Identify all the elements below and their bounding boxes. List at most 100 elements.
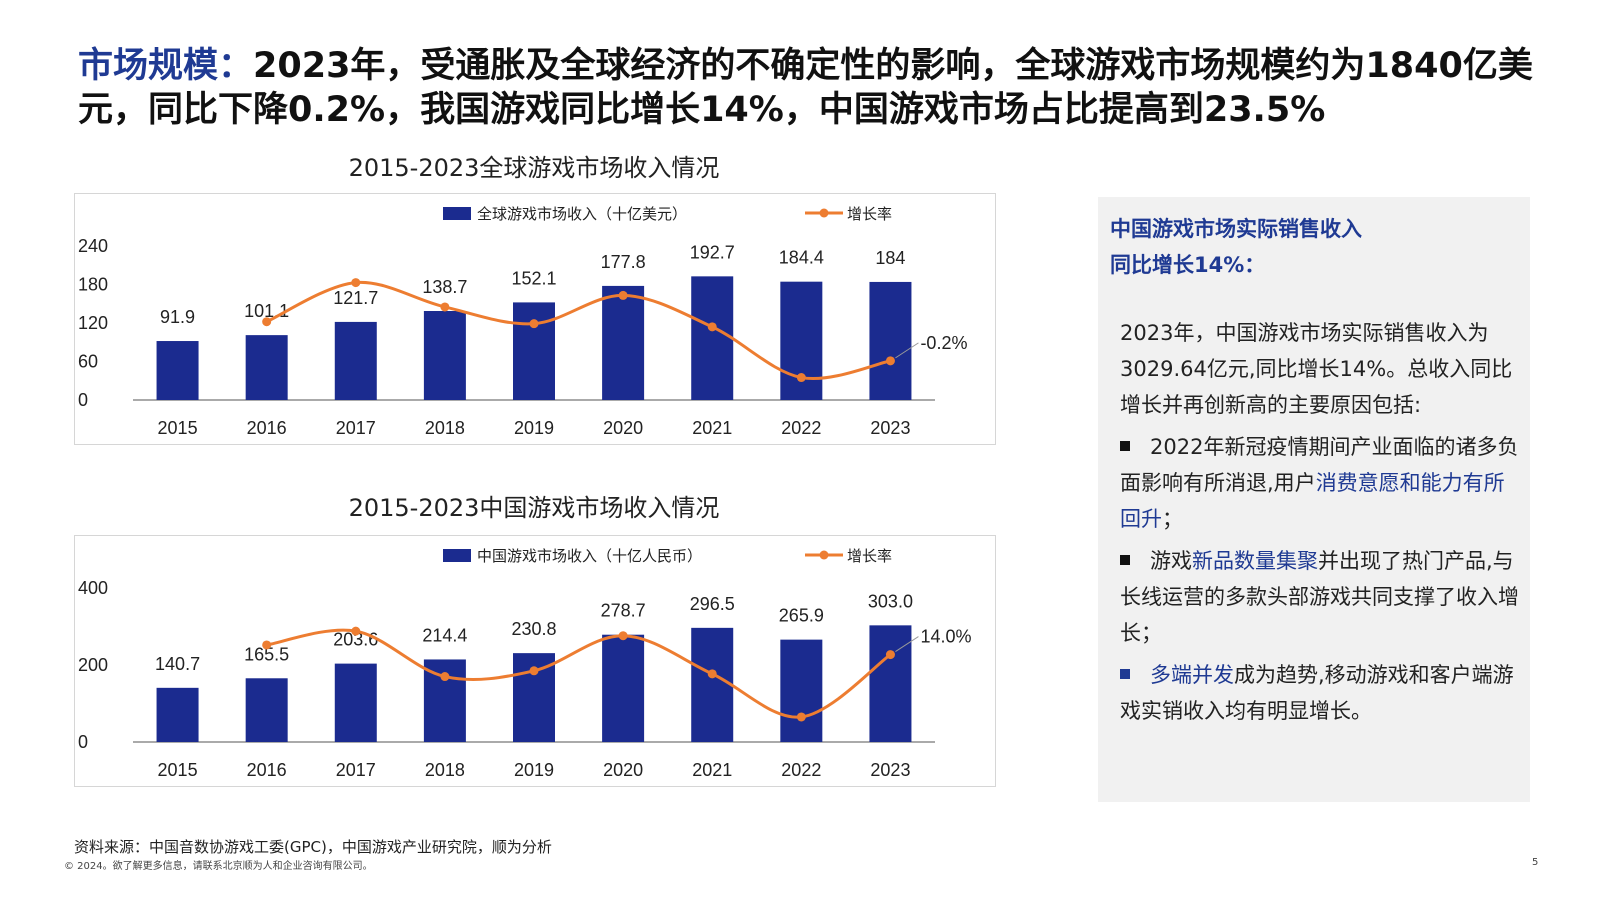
page-headline: 市场规模：2023年，受通胀及全球经济的不确定性的影响，全球游戏市场规模约为18… <box>78 44 1538 132</box>
global-bar <box>513 302 555 400</box>
china-value-label: 165.5 <box>244 644 289 664</box>
global-value-label: 192.7 <box>690 242 735 262</box>
global-category-label: 2019 <box>514 418 554 438</box>
square-bullet-icon <box>1120 441 1130 451</box>
global-bar <box>423 311 466 400</box>
china-bar <box>780 639 823 742</box>
bullet-3-text: 成为趋势,移动游戏和客户端游戏实销收入均有明显增长。 <box>1120 663 1514 723</box>
china-ytick-label: 200 <box>78 655 108 675</box>
china-category-label: 2017 <box>336 760 376 780</box>
global-category-label: 2017 <box>336 418 376 438</box>
global-growth-point <box>262 317 272 327</box>
china-rate-leader <box>895 636 919 653</box>
page-number: 5 <box>1532 857 1539 868</box>
china-value-label: 278.7 <box>601 601 646 621</box>
bullet-2-end: 并出现了热门产品,与长线运营的多款头部游戏共同支撑了收入增长； <box>1120 549 1519 645</box>
headline-text: 2023年，受通胀及全球经济的不确定性的影响，全球游戏市场规模约为1840亿美元… <box>78 46 1533 130</box>
bullet-2-highlight: 新品数量集聚 <box>1192 549 1318 573</box>
china-growth-point <box>351 626 361 636</box>
panel-bullet-2: 游戏新品数量集聚并出现了热门产品,与长线运营的多款头部游戏共同支撑了收入增长； <box>1120 543 1520 651</box>
china-value-label: 265.9 <box>779 606 824 626</box>
china-growth-point <box>618 631 628 641</box>
china-value-label: 303.0 <box>868 591 913 611</box>
panel-body: 2023年，中国游戏市场实际销售收入为3029.64亿元,同比增长14%。总收入… <box>1120 315 1520 729</box>
global-growth-point <box>796 373 806 383</box>
china-bar <box>245 678 288 742</box>
global-category-label: 2020 <box>603 418 643 438</box>
source-footnote: 资料来源：中国音数协游戏工委(GPC)，中国游戏产业研究院，顺为分析 <box>74 838 552 856</box>
global-chart-svg: 全球游戏市场收入（十亿美元） 增长率06012018024091.92015101… <box>78 205 967 438</box>
global-value-label: 91.9 <box>160 307 195 327</box>
global-value-label: 152.1 <box>511 268 556 288</box>
china-category-label: 2016 <box>247 760 287 780</box>
global-growth-point <box>885 356 895 366</box>
bullet-1-end: ； <box>1162 507 1183 531</box>
china-category-label: 2021 <box>692 760 732 780</box>
china-category-label: 2020 <box>603 760 643 780</box>
global-growth-point <box>529 319 539 329</box>
global-ytick-label: 120 <box>78 313 108 333</box>
global-category-label: 2016 <box>247 418 287 438</box>
global-bar <box>780 281 823 400</box>
global-bar <box>245 335 288 400</box>
global-legend-bar-label: 全球游戏市场收入（十亿美元） <box>477 205 687 223</box>
global-growth-point <box>618 290 628 300</box>
global-value-label: 138.7 <box>422 277 467 297</box>
china-category-label: 2018 <box>425 760 465 780</box>
china-legend-bar-swatch <box>443 549 471 562</box>
china-rate-label: 14.0% <box>920 627 971 647</box>
china-growth-line <box>266 628 892 719</box>
china-chart: 中国游戏市场收入（十亿人民币） 增长率 0 200 400 140.7 2015 165.5 2… <box>74 535 996 787</box>
panel-heading-line1: 中国游戏市场实际销售收入 <box>1110 217 1362 241</box>
bullet-1-text: 2022年新冠疫情期间产业面临的诸多负面影响有所消退,用户 <box>1120 435 1519 495</box>
china-legend-bar-label: 中国游戏市场收入（十亿人民币） <box>477 548 702 565</box>
copyright-note: © 2024。欲了解更多信息，请联系北京顺为人和企业咨询有限公司。 <box>64 861 373 872</box>
global-category-label: 2023 <box>870 418 910 438</box>
bullet-1-highlight: 消费意愿和能力有所回升 <box>1120 471 1505 531</box>
china-growth-point <box>440 672 450 682</box>
panel-intro: 2023年，中国游戏市场实际销售收入为3029.64亿元,同比增长14%。总收入… <box>1120 321 1513 417</box>
china-value-label: 230.8 <box>511 619 556 639</box>
china-growth-point <box>707 669 717 679</box>
bullet-2-text: 游戏 <box>1150 549 1192 573</box>
headline-label: 市场规模： <box>78 46 254 86</box>
global-value-label: 184 <box>875 248 905 268</box>
global-ytick-label: 240 <box>78 236 108 256</box>
china-legend-line-label: 增长率 <box>847 548 892 565</box>
global-chart: 全球游戏市场收入（十亿美元） 增长率 0 60 120 180 240 91.9 2015 101… <box>74 193 996 445</box>
global-legend-line-marker <box>819 208 829 218</box>
china-category-label: 2023 <box>870 760 910 780</box>
global-bar <box>334 321 377 400</box>
china-chart-svg: 中国游戏市场收入（十亿人民币） 增长率 0 200 400 140.7 2015 165.5 2… <box>78 548 971 780</box>
china-ytick-label: 400 <box>78 578 108 598</box>
global-bar <box>156 341 199 400</box>
global-category-label: 2015 <box>158 418 198 438</box>
china-bar <box>334 663 377 742</box>
china-growth-point <box>885 650 895 660</box>
square-bullet-icon <box>1120 555 1130 565</box>
global-category-label: 2021 <box>692 418 732 438</box>
global-growth-line <box>266 280 891 381</box>
china-bar <box>602 634 645 742</box>
global-value-label: 177.8 <box>601 252 646 272</box>
global-growth-point <box>440 302 450 312</box>
insight-panel: 中国游戏市场实际销售收入 同比增长14%： 2023年，中国游戏市场实际销售收入… <box>1098 197 1530 802</box>
global-growth-point <box>351 278 361 288</box>
bullet-3-highlight: 多端并发 <box>1150 663 1234 687</box>
global-bar <box>869 281 912 400</box>
china-category-label: 2019 <box>514 760 554 780</box>
china-value-label: 214.4 <box>422 625 467 645</box>
global-bar <box>691 276 734 400</box>
global-value-label: 184.4 <box>779 248 824 268</box>
global-value-label: 121.7 <box>333 288 378 308</box>
global-rate-label: -0.2% <box>920 333 967 353</box>
china-bar <box>691 627 734 742</box>
china-chart-title: 2015-2023中国游戏市场收入情况 <box>348 494 720 522</box>
global-legend-bar-swatch <box>443 207 471 220</box>
china-category-label: 2015 <box>158 760 198 780</box>
china-bar <box>156 687 199 742</box>
china-legend-line-marker <box>819 550 829 560</box>
panel-bullet-1: 2022年新冠疫情期间产业面临的诸多负面影响有所消退,用户消费意愿和能力有所回升… <box>1120 429 1520 537</box>
global-legend-line-label: 增长率 <box>847 206 892 223</box>
china-growth-point <box>529 666 539 676</box>
